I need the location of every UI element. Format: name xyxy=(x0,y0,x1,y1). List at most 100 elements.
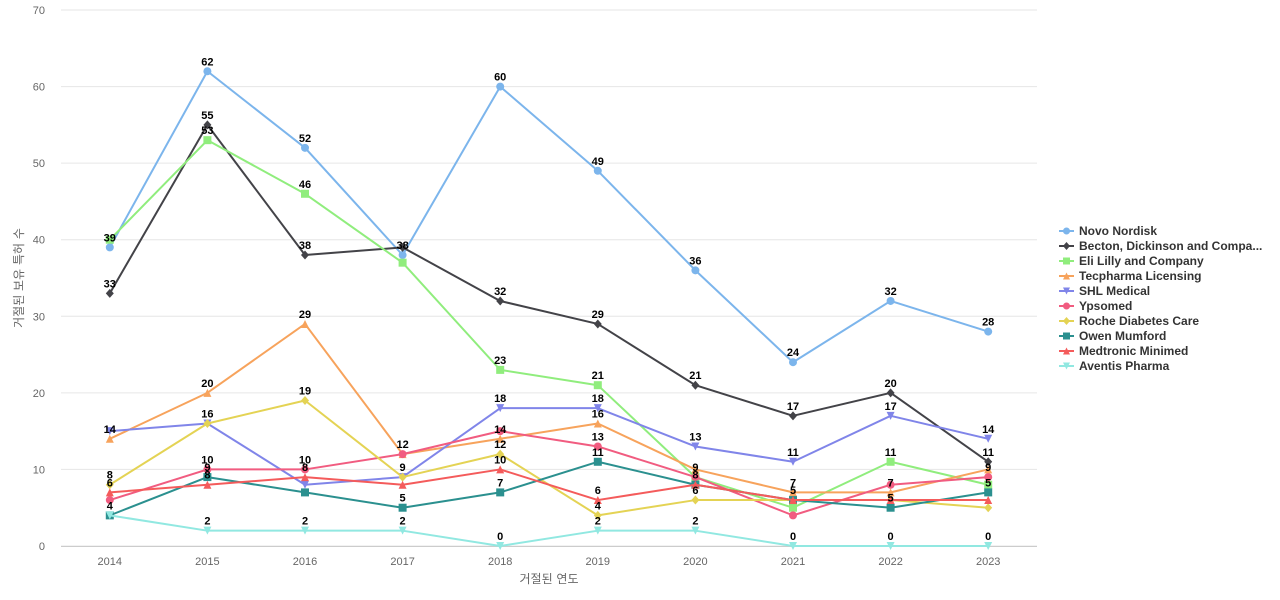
legend-label: SHL Medical xyxy=(1079,284,1150,298)
data-label: 21 xyxy=(592,370,604,382)
data-point xyxy=(496,427,505,436)
data-point xyxy=(789,411,797,421)
data-label: 32 xyxy=(884,286,896,298)
legend-item[interactable]: Tecpharma Licensing xyxy=(1059,269,1201,283)
legend-item[interactable]: SHL Medical xyxy=(1059,284,1150,298)
data-label: 14 xyxy=(982,424,995,436)
data-label: 9 xyxy=(400,462,406,474)
legend-item[interactable]: Ypsomed xyxy=(1059,299,1132,313)
data-point xyxy=(301,319,309,328)
data-point xyxy=(398,258,407,267)
legend-item[interactable]: Aventis Pharma xyxy=(1059,359,1170,373)
data-point xyxy=(301,465,309,474)
data-label: 16 xyxy=(201,408,213,420)
data-point xyxy=(789,511,797,520)
data-point xyxy=(593,381,602,390)
data-point xyxy=(301,189,309,198)
data-label: 53 xyxy=(201,125,213,137)
data-point xyxy=(203,67,212,76)
data-point xyxy=(203,473,212,482)
data-label: 18 xyxy=(494,393,506,405)
data-label: 5 xyxy=(888,493,894,505)
data-label: 20 xyxy=(201,378,213,390)
data-label: 9 xyxy=(692,462,698,474)
data-point xyxy=(301,143,309,152)
series-0 xyxy=(105,67,993,367)
x-tick-label: 2018 xyxy=(488,556,512,568)
legend-item[interactable]: Eli Lilly and Company xyxy=(1059,254,1204,268)
data-label: 60 xyxy=(494,72,506,84)
data-point xyxy=(496,449,505,459)
y-tick-label: 70 xyxy=(33,5,45,17)
data-label: 52 xyxy=(299,133,311,145)
data-label: 32 xyxy=(494,286,506,298)
data-label: 18 xyxy=(592,393,604,405)
series-line xyxy=(108,399,990,517)
data-point xyxy=(105,427,114,436)
data-label: 49 xyxy=(592,156,604,168)
data-point xyxy=(984,480,993,489)
legend-item[interactable]: Owen Mumford xyxy=(1059,329,1166,343)
data-point xyxy=(691,526,700,535)
legend-symbol xyxy=(1063,317,1070,325)
data-point xyxy=(886,388,895,398)
legend-item[interactable]: Roche Diabetes Care xyxy=(1059,314,1199,328)
legend-label: Roche Diabetes Care xyxy=(1079,314,1199,328)
data-label: 62 xyxy=(201,56,213,68)
data-label: 6 xyxy=(595,485,601,497)
data-label: 5 xyxy=(400,493,406,505)
data-point xyxy=(496,542,505,550)
data-point xyxy=(398,242,407,252)
x-tick-label: 2022 xyxy=(878,556,902,568)
data-point xyxy=(886,296,895,305)
data-label: 2 xyxy=(400,516,406,528)
data-label: 0 xyxy=(888,531,894,543)
legend-label: Aventis Pharma xyxy=(1079,359,1170,373)
data-label: 29 xyxy=(299,309,311,321)
series-2 xyxy=(105,136,993,512)
data-point xyxy=(105,511,114,520)
data-label: 24 xyxy=(787,347,800,359)
legend-item[interactable]: Becton, Dickinson and Compa... xyxy=(1059,239,1262,253)
data-point xyxy=(496,82,505,91)
data-label: 7 xyxy=(888,477,894,489)
data-label: 10 xyxy=(299,454,311,466)
data-label: 39 xyxy=(104,232,116,244)
series-9 xyxy=(105,511,993,550)
data-label: 10 xyxy=(201,454,213,466)
data-point xyxy=(886,411,895,420)
series-line xyxy=(108,514,990,547)
data-point xyxy=(496,365,505,374)
data-label: 8 xyxy=(204,470,210,482)
legend-symbol xyxy=(1063,272,1070,280)
data-label: 6 xyxy=(107,477,113,489)
legend-item[interactable]: Medtronic Minimed xyxy=(1059,344,1188,358)
data-point xyxy=(105,488,114,497)
data-label: 17 xyxy=(787,401,799,413)
data-point xyxy=(984,327,993,336)
data-point xyxy=(593,319,602,329)
data-point xyxy=(984,542,993,550)
legend-item[interactable]: Novo Nordisk xyxy=(1059,224,1157,238)
legend-symbol xyxy=(1063,287,1070,295)
data-label: 8 xyxy=(302,462,308,474)
data-label: 6 xyxy=(692,485,698,497)
data-point xyxy=(886,480,895,489)
data-point xyxy=(886,542,895,550)
data-point xyxy=(203,480,212,489)
data-point xyxy=(105,480,114,490)
data-label: 2 xyxy=(595,516,601,528)
legend-symbol xyxy=(1063,347,1070,355)
series-line xyxy=(108,468,990,502)
series-line xyxy=(108,322,990,494)
data-label: 14 xyxy=(104,424,117,436)
data-label: 16 xyxy=(592,408,604,420)
data-label: 0 xyxy=(497,531,503,543)
data-point xyxy=(984,457,993,467)
data-point xyxy=(691,465,700,474)
series-3 xyxy=(105,319,993,497)
data-label: 7 xyxy=(497,477,503,489)
data-point xyxy=(593,457,602,466)
y-tick-label: 30 xyxy=(33,311,45,323)
